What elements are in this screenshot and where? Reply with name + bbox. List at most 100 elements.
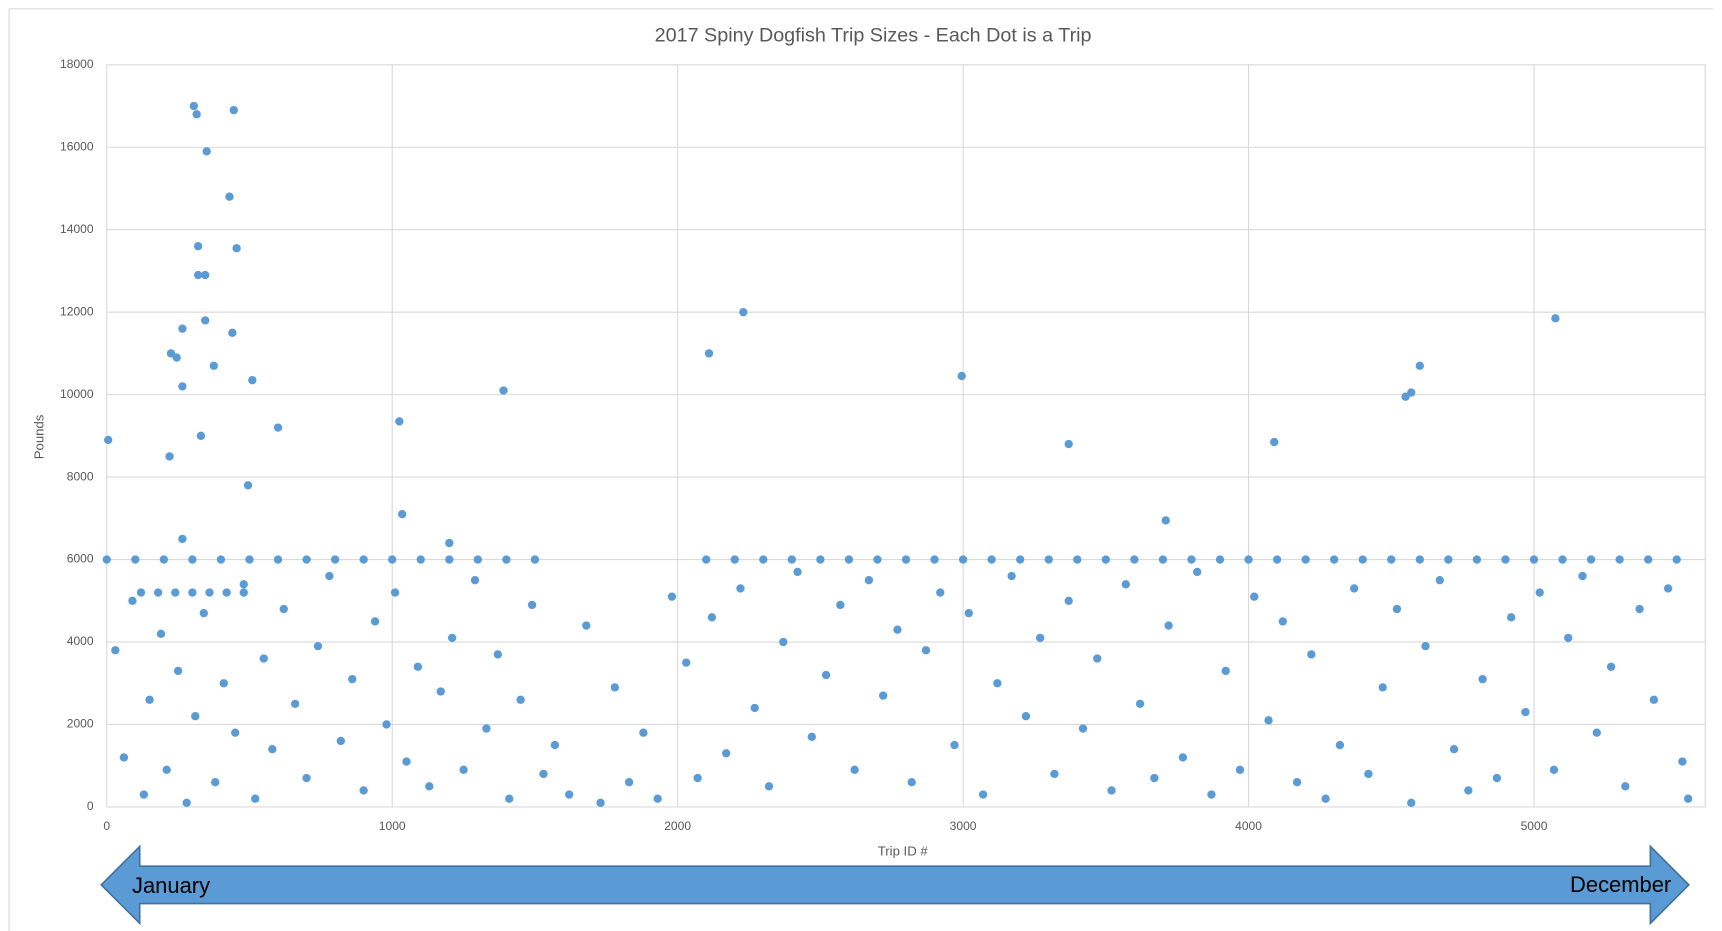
point [1036,633,1045,643]
point [958,555,968,564]
point [565,790,574,799]
point [1335,740,1345,750]
point [1235,765,1245,775]
x-tick-label: 3000 [950,819,977,833]
y-tick-label: 8000 [67,469,94,483]
point [1016,555,1025,564]
point [653,794,662,803]
point [192,110,201,119]
y-tick-label: 14000 [60,222,94,236]
point [330,555,340,564]
point [893,625,902,634]
point [978,790,988,799]
point [1264,716,1273,725]
point [1549,765,1559,775]
point [159,555,169,564]
point [1215,555,1225,564]
point [239,580,248,589]
point [119,753,129,762]
point [359,786,368,795]
point [624,778,634,787]
point [388,555,397,564]
point [1101,555,1110,564]
point [1064,596,1073,605]
point [1529,555,1539,564]
point [779,637,788,647]
point [268,745,277,754]
point [493,650,502,659]
point [436,687,445,696]
point [131,555,140,564]
point [390,588,400,597]
point [930,555,939,564]
point [1021,712,1031,721]
point [539,769,548,779]
point [836,600,845,610]
point [1364,769,1373,779]
point [1478,674,1487,684]
point [156,629,166,638]
point [153,588,163,597]
point [1161,516,1170,525]
point [162,765,171,775]
x-tick-label: 0 [103,819,110,833]
point [459,765,468,775]
y-tick-label: 16000 [60,139,94,153]
point [505,794,514,803]
point [901,555,911,564]
point [199,608,208,618]
point [229,105,238,115]
y-tick-label: 18000 [60,57,94,71]
point [1635,604,1644,614]
point [807,732,816,742]
point [402,757,411,766]
point [1407,388,1416,397]
point [182,798,191,807]
point [596,798,605,807]
point [1407,798,1416,807]
x-tick-label: 5000 [1521,819,1548,833]
point [189,101,198,111]
point [1044,555,1053,564]
point [864,575,874,585]
point [1663,584,1673,593]
point [1107,786,1116,795]
point [1678,757,1687,766]
point [1321,794,1330,803]
point [1292,778,1302,787]
chart-title: 2017 Spiny Dogfish Trip Sizes - Each Dot… [655,24,1092,46]
point [191,712,200,721]
point [196,431,206,441]
point [139,790,149,799]
point [188,555,197,564]
point [1278,617,1287,626]
point [225,192,234,201]
point [1683,794,1693,803]
point [395,417,404,426]
point [359,555,368,564]
point [787,555,797,564]
point [273,423,283,432]
point [1272,555,1282,564]
point [1551,314,1560,323]
point [516,695,525,704]
point [873,555,882,564]
point [527,600,537,610]
point [193,242,203,251]
point [188,588,197,597]
point [1121,580,1130,589]
point [201,270,210,280]
point [759,555,768,564]
point [245,555,254,564]
point [850,765,859,775]
point [1307,650,1316,659]
start-month: January [132,873,210,898]
point [1415,361,1424,370]
point [702,555,711,564]
y-tick-label: 0 [87,799,94,813]
point [178,534,187,544]
point [1501,555,1510,564]
point [416,555,425,564]
point [704,349,714,358]
